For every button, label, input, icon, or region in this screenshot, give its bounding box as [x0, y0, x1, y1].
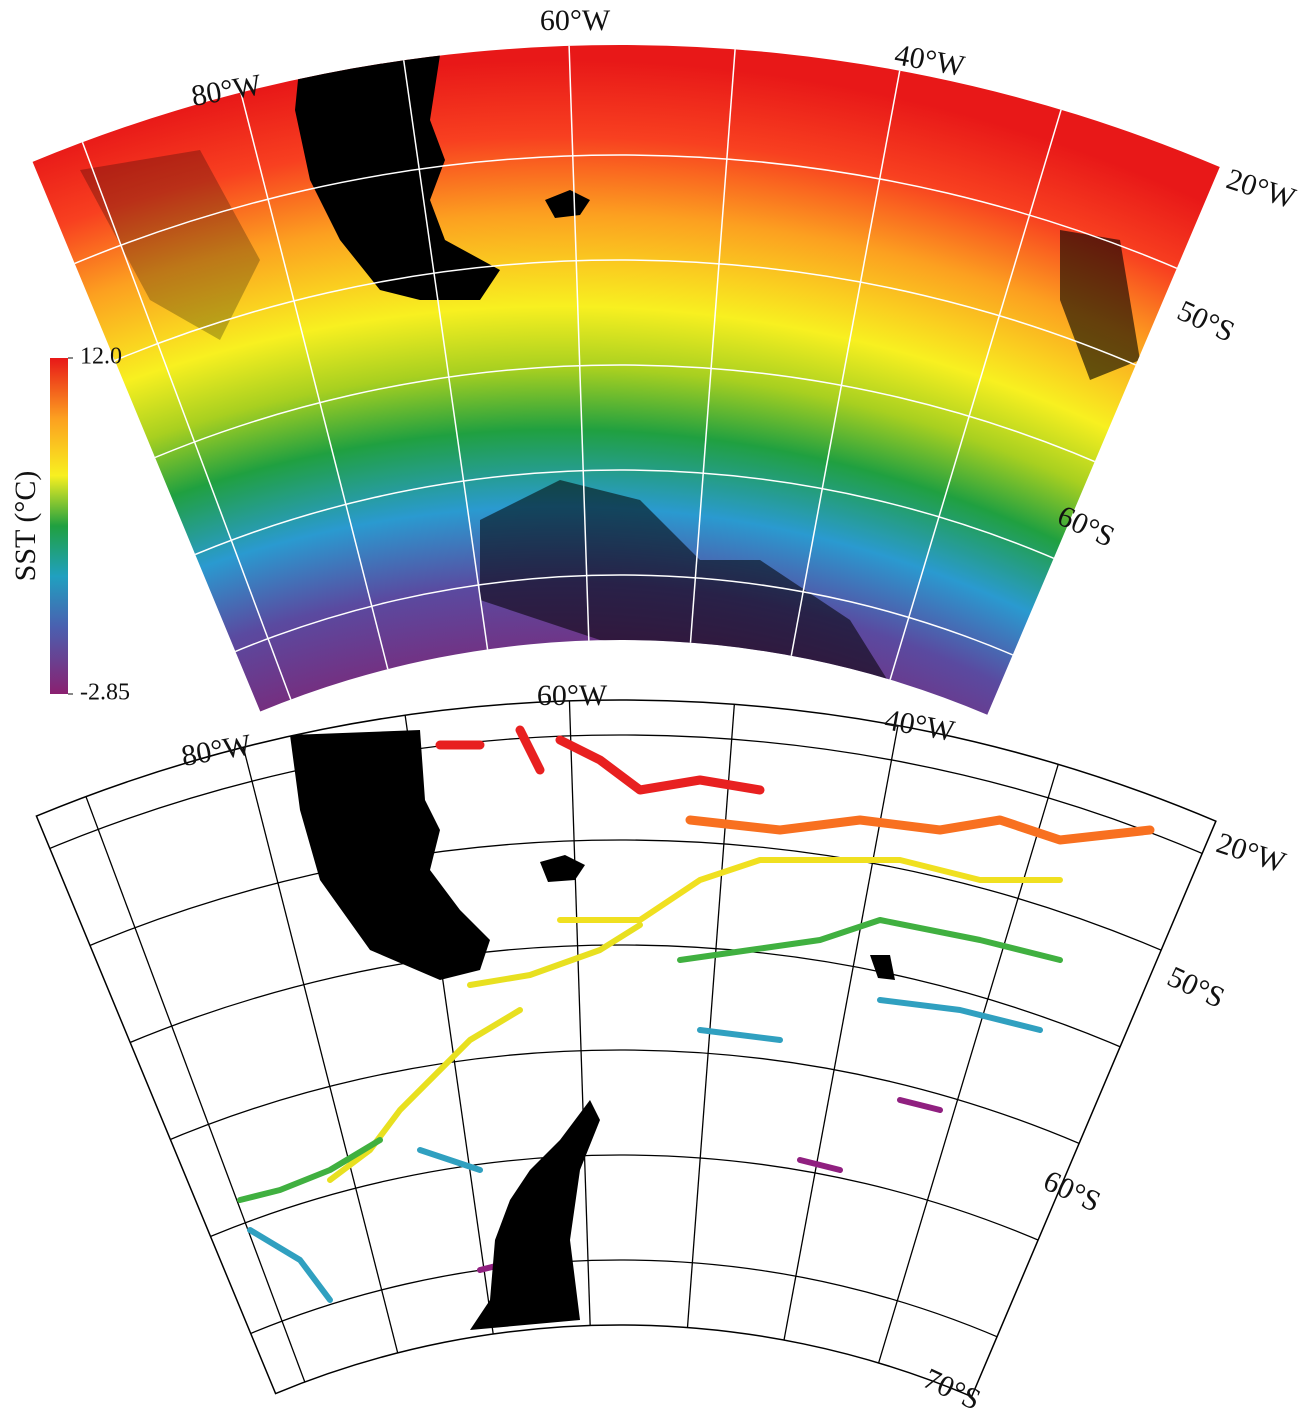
colorbar: SST (°C) 12.0 -2.85: [9, 344, 130, 706]
longitude-label: 60°W: [537, 679, 608, 712]
longitude-label: 20°W: [1222, 162, 1300, 215]
longitude-label: 20°W: [1212, 826, 1290, 879]
colorbar-scale: [50, 358, 68, 694]
latitude-label: 50°S: [1162, 960, 1229, 1015]
latitude-label: 50°S: [1172, 294, 1239, 349]
colorbar-ticks: 12.0 -2.85: [68, 344, 130, 706]
map-frame: [36, 700, 1215, 1397]
colorbar-tick-label: -2.85: [80, 680, 130, 706]
colorbar-tick-label: 12.0: [80, 344, 122, 370]
colorbar-title: SST (°C): [9, 471, 42, 582]
latitude-label: 60°S: [1052, 499, 1119, 554]
figure: SST (°C) 12.0-2.85 60°W 80°W 40°W 20°W 5…: [0, 0, 1310, 1422]
longitude-label: 60°W: [540, 4, 611, 37]
sst-map: [7, 0, 1245, 746]
